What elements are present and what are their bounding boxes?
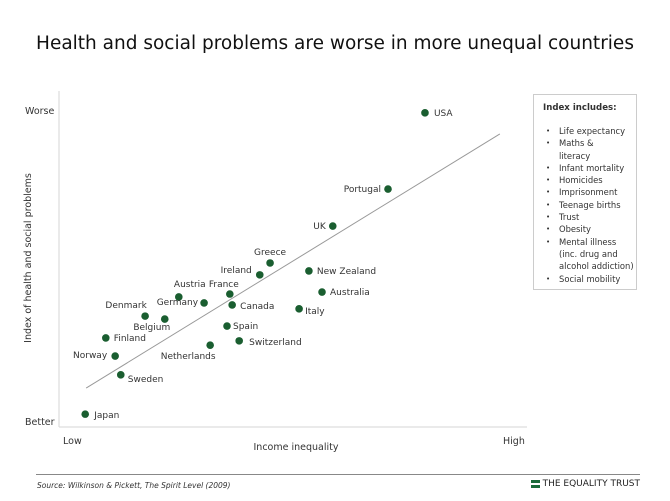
data-point-japan	[81, 410, 90, 418]
data-point-norway	[111, 352, 119, 360]
data-point-spain	[223, 322, 231, 330]
point-label: Australia	[330, 288, 370, 298]
data-point-uk	[328, 222, 337, 230]
data-point-sweden	[116, 371, 125, 379]
data-point-france	[226, 290, 234, 298]
index-legend-box: Index includes: Life expectancyMaths & l…	[533, 94, 637, 290]
point-label: Denmark	[105, 301, 147, 311]
equality-trust-logo-icon	[530, 480, 540, 488]
legend-item: Imprisonment	[546, 186, 627, 199]
scatter-chart: Worse Better Low High Income inequality Index…	[23, 91, 527, 453]
y-tick-label-worse: Worse	[25, 106, 55, 117]
data-point-italy	[295, 305, 303, 313]
legend-item: Social mobility	[546, 273, 627, 286]
footer-divider	[36, 474, 640, 475]
data-point-netherlands	[206, 341, 214, 349]
data-point-denmark	[141, 312, 149, 320]
point-label: Switzerland	[249, 338, 302, 348]
source-note: Source: Wilkinson & Pickett, The Spirit …	[37, 481, 231, 490]
data-point-austria	[175, 293, 183, 301]
point-label: Austria	[174, 280, 206, 290]
point-label: Belgium	[133, 323, 170, 333]
data-point-new-zealand	[305, 267, 313, 275]
point-label: USA	[434, 109, 453, 119]
point-label: Italy	[305, 307, 325, 317]
legend-item: Mental illness (inc. drug and alcohol ad…	[546, 236, 637, 273]
point-label: Finland	[114, 334, 146, 344]
point-label: Canada	[240, 302, 274, 312]
point-label: Germany	[157, 298, 199, 308]
data-point-finland	[102, 334, 110, 342]
point-label: Ireland	[221, 266, 252, 276]
point-label: Netherlands	[161, 352, 216, 362]
data-point-canada	[228, 301, 236, 309]
x-axis-title: Income inequality	[254, 442, 339, 453]
point-label: Sweden	[128, 375, 164, 385]
legend-item: Life expectancy	[546, 125, 627, 138]
legend-title: Index includes:	[543, 103, 617, 113]
legend-item: Trust	[546, 211, 627, 224]
point-label: UK	[313, 222, 327, 232]
legend-item: Obesity	[546, 223, 627, 236]
point-label: France	[209, 280, 239, 290]
data-point-australia	[318, 288, 326, 296]
legend-list: Life expectancyMaths & literacyInfant mo…	[543, 125, 634, 286]
chart-title: Health and social problems are worse in …	[36, 33, 634, 54]
point-label: New Zealand	[317, 267, 376, 277]
data-point-usa	[421, 109, 429, 117]
data-point-switzerland	[235, 337, 243, 345]
data-point-portugal	[384, 185, 392, 193]
data-point-belgium	[160, 315, 169, 323]
data-point-greece	[266, 259, 274, 267]
point-label: Norway	[73, 351, 108, 361]
point-label: Portugal	[344, 185, 381, 195]
legend-item: Maths & literacy	[546, 137, 627, 162]
brand-name: THE EQUALITY TRUST	[542, 479, 640, 489]
x-tick-label-low: Low	[63, 436, 82, 447]
legend-item: Infant mortality	[546, 162, 627, 175]
legend-item: Teenage births	[546, 199, 627, 212]
point-label: Greece	[254, 248, 286, 258]
point-label: Spain	[233, 322, 258, 332]
data-point-germany	[200, 299, 208, 307]
legend-item: Homicides	[546, 174, 627, 187]
trend-line	[85, 133, 501, 389]
point-label: Japan	[93, 411, 119, 421]
data-point-ireland	[255, 271, 264, 279]
x-tick-label-high: High	[503, 436, 525, 447]
y-axis-title: Index of health and social problems	[23, 173, 34, 343]
y-tick-label-better: Better	[25, 417, 55, 428]
brand-logo: THE EQUALITY TRUST	[530, 479, 640, 489]
